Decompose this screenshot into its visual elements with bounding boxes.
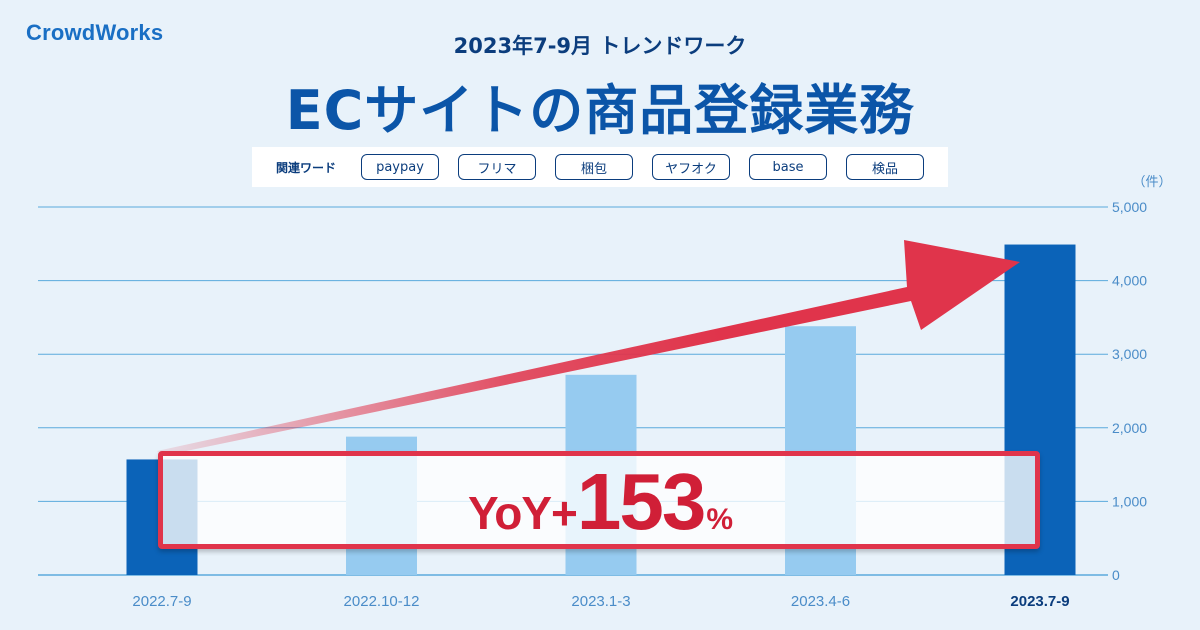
keyword-tag-inspection: 検品 — [846, 154, 925, 180]
y-tick-label: 4,000 — [1112, 273, 1147, 289]
related-keywords-label: 関連ワード — [276, 160, 337, 175]
yoy-unit: % — [706, 503, 734, 536]
keyword-tag-base: base — [749, 154, 828, 180]
y-tick-label: 3,000 — [1112, 346, 1147, 362]
keyword-tag-yahoo-auction: ヤフオク — [652, 154, 731, 180]
yoy-callout-box — [158, 451, 1040, 549]
chart-title: ECサイトの商品登録業務 — [285, 79, 915, 142]
y-tick-label: 2,000 — [1112, 420, 1147, 436]
keyword-tag-paypay: paypay — [361, 154, 440, 180]
y-unit-label: （件） — [1132, 175, 1171, 190]
keyword-tag-packing: 梱包 — [555, 154, 634, 180]
related-keywords-bar: 関連ワード paypay フリマ 梱包 ヤフオク base 検品 — [252, 147, 948, 187]
yoy-value: 153 — [576, 457, 706, 546]
x-tick-label: 2023.7-9 — [1010, 593, 1069, 610]
x-tick-label: 2023.1-3 — [571, 593, 630, 610]
keyword-tag-flea-market: フリマ — [458, 154, 537, 180]
x-tick-label: 2023.4-6 — [791, 593, 850, 610]
y-tick-label: 1,000 — [1112, 493, 1147, 509]
chart-subtitle: 2023年7-9月 トレンドワーク — [453, 34, 747, 58]
yoy-callout-text: YoY+ 153 % — [468, 462, 733, 542]
x-tick-label: 2022.7-9 — [132, 593, 191, 610]
crowdworks-logo: CrowdWorks — [26, 20, 164, 45]
y-tick-label: 0 — [1112, 567, 1120, 583]
y-tick-label: 5,000 — [1112, 199, 1147, 215]
yoy-prefix: YoY+ — [468, 487, 578, 539]
x-tick-label: 2022.10-12 — [344, 593, 420, 610]
